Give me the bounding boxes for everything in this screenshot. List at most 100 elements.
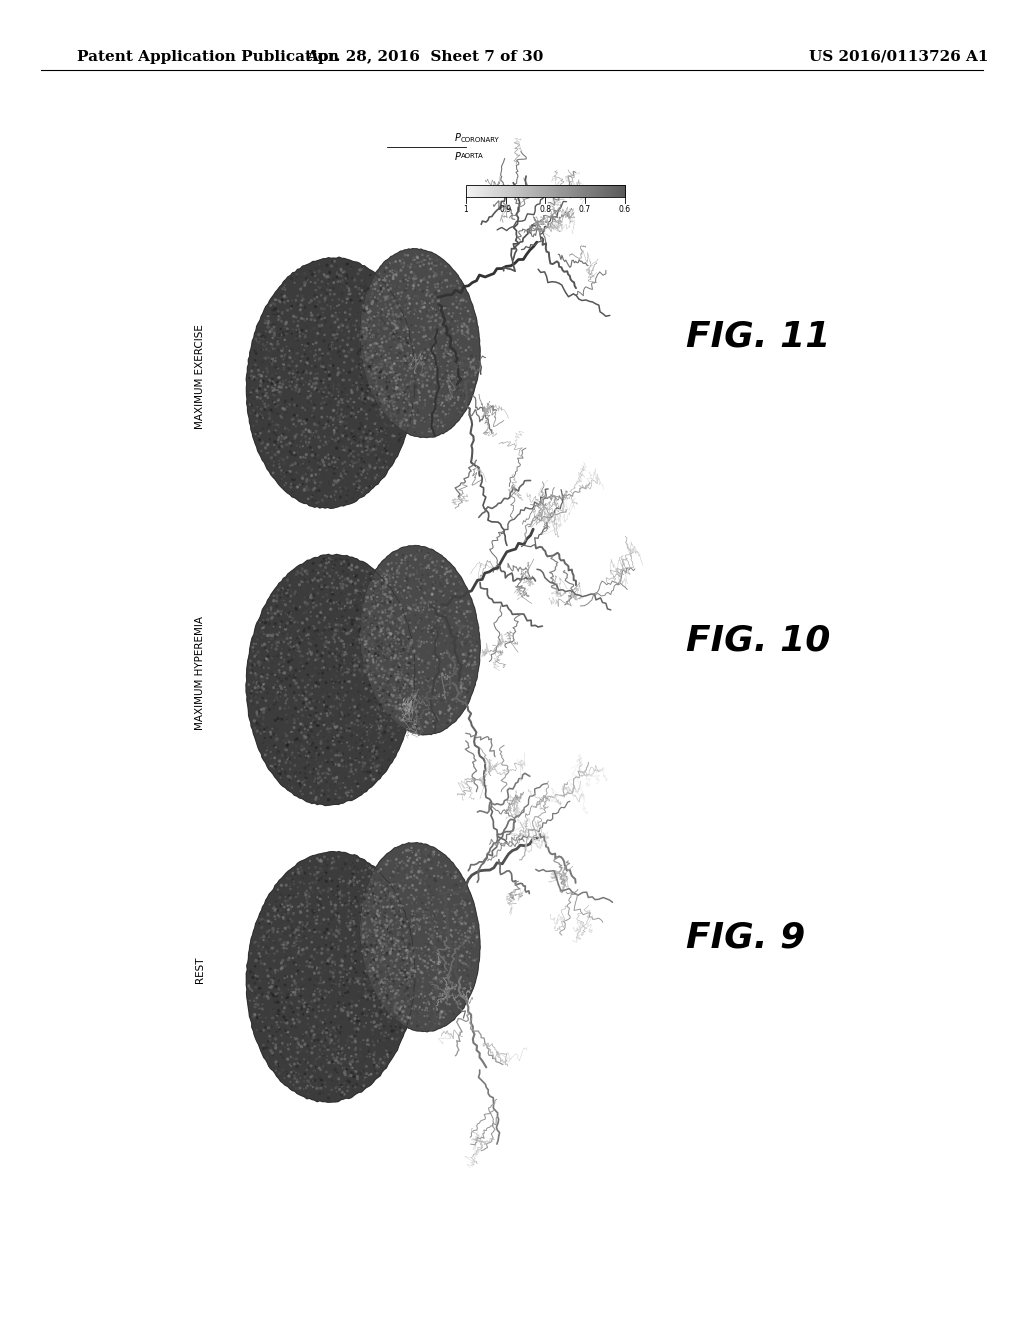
Point xyxy=(380,282,396,304)
Point xyxy=(251,381,267,403)
Point xyxy=(418,711,434,733)
Point xyxy=(307,939,324,960)
Point xyxy=(288,768,304,789)
Point xyxy=(297,758,313,779)
Point xyxy=(346,664,362,685)
Point xyxy=(357,747,374,768)
Point xyxy=(387,651,403,672)
Point xyxy=(389,916,406,937)
Point xyxy=(379,434,395,455)
Point xyxy=(343,785,359,807)
Point xyxy=(332,659,348,680)
Point xyxy=(341,1072,357,1093)
Point xyxy=(454,924,470,945)
Point xyxy=(390,931,407,952)
Point xyxy=(302,878,318,899)
Point xyxy=(394,855,411,876)
Point xyxy=(375,723,391,744)
Point xyxy=(445,898,462,919)
Point xyxy=(433,990,450,1011)
Point xyxy=(286,442,302,463)
Text: 0.6: 0.6 xyxy=(618,205,631,214)
Point xyxy=(394,916,411,937)
Point xyxy=(345,334,361,355)
Point xyxy=(367,965,383,986)
Point xyxy=(429,279,445,300)
Point xyxy=(284,896,300,917)
Point xyxy=(428,656,444,677)
Point xyxy=(295,289,311,310)
Point xyxy=(325,375,341,396)
Point xyxy=(269,671,286,692)
Bar xyxy=(504,185,507,197)
Point xyxy=(432,974,449,995)
Point xyxy=(400,636,417,657)
Point xyxy=(269,585,286,606)
Point xyxy=(339,960,355,981)
Point xyxy=(272,601,289,622)
Point xyxy=(378,354,394,375)
Point xyxy=(413,970,429,991)
Point xyxy=(355,771,372,792)
Text: FIG. 10: FIG. 10 xyxy=(686,623,830,657)
Point xyxy=(423,858,439,879)
Point xyxy=(373,275,389,296)
Point xyxy=(395,322,412,343)
Point xyxy=(413,627,429,648)
Point xyxy=(368,579,384,601)
Point xyxy=(298,432,314,453)
Point xyxy=(333,949,349,970)
Point xyxy=(454,987,470,1008)
Point xyxy=(331,362,347,383)
Point xyxy=(333,482,349,503)
Point xyxy=(413,667,429,688)
Point xyxy=(250,360,266,381)
Point xyxy=(333,709,349,730)
Point xyxy=(410,846,426,867)
Point xyxy=(447,862,464,883)
Point xyxy=(290,858,306,879)
Point xyxy=(433,264,450,285)
Point xyxy=(438,335,455,356)
Point xyxy=(389,566,406,587)
Point xyxy=(459,378,475,399)
Point xyxy=(366,305,382,326)
Point xyxy=(392,698,409,719)
Point xyxy=(322,684,338,705)
Point xyxy=(410,591,426,612)
Point xyxy=(410,285,426,306)
Point xyxy=(424,585,440,606)
Point xyxy=(369,937,385,958)
Point xyxy=(383,969,399,990)
Point xyxy=(254,985,270,1006)
Point xyxy=(254,927,270,948)
Point xyxy=(283,925,299,946)
Point xyxy=(243,663,259,684)
Point xyxy=(278,946,294,968)
Point xyxy=(394,664,411,685)
Point xyxy=(345,870,361,891)
Point xyxy=(301,886,317,907)
Point xyxy=(352,734,369,755)
Point xyxy=(362,321,379,342)
Point xyxy=(394,322,411,343)
Point xyxy=(301,475,317,496)
Point xyxy=(276,698,293,719)
Point xyxy=(432,701,449,722)
Point xyxy=(409,919,425,940)
Point xyxy=(249,330,265,351)
Point xyxy=(306,768,323,789)
Point xyxy=(378,940,394,961)
Point xyxy=(358,855,375,876)
Point xyxy=(330,1052,346,1073)
Point xyxy=(369,631,385,652)
Point xyxy=(374,446,390,467)
Point xyxy=(338,928,354,949)
Point xyxy=(310,1030,327,1051)
Point xyxy=(433,261,450,282)
Point xyxy=(345,1047,361,1068)
Point xyxy=(323,1067,339,1088)
Point xyxy=(322,335,338,356)
Point xyxy=(340,875,356,896)
Point xyxy=(368,609,384,630)
